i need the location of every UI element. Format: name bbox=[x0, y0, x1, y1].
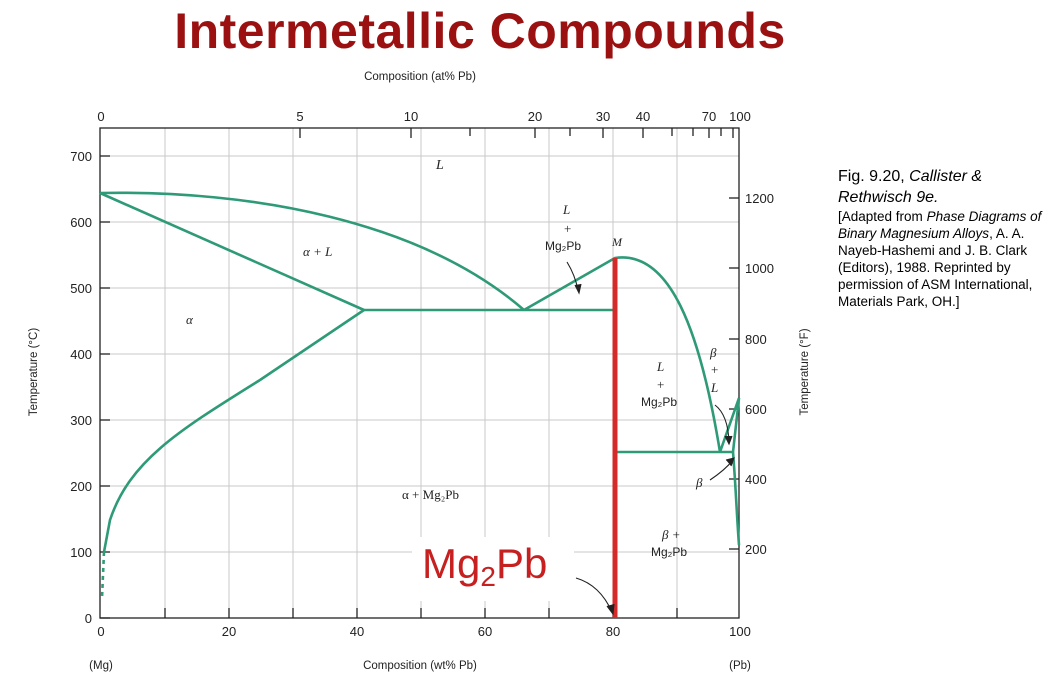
region-beta-mg2pb-compound: Mg₂Pb bbox=[651, 545, 687, 559]
left-tick-label: 100 bbox=[70, 545, 92, 560]
right-tick-label: 400 bbox=[745, 472, 767, 487]
top-tick-label: 5 bbox=[296, 109, 303, 124]
left-axis-title: Temperature (°C) bbox=[28, 328, 40, 416]
top-axis-title: Composition (at% Pb) bbox=[364, 71, 476, 83]
caption-fig: Fig. 9.20, bbox=[838, 168, 910, 185]
bottom-tick-label: 20 bbox=[222, 624, 236, 639]
slide-title: Intermetallic Compounds bbox=[174, 3, 786, 59]
annotation-arrows bbox=[566, 261, 735, 616]
right-ticks bbox=[729, 197, 739, 550]
right-tick-label: 200 bbox=[745, 542, 767, 557]
compound-label: Mg2Pb bbox=[422, 540, 548, 592]
bottom-tick-label: 0 bbox=[97, 624, 104, 639]
top-tick-label: 10 bbox=[404, 109, 418, 124]
region-l-mg2pb-right-compound: Mg₂Pb bbox=[641, 395, 677, 409]
region-alpha: α bbox=[186, 312, 194, 327]
caption-source-title: Phase Diagrams of Binary Magnesium Alloy… bbox=[838, 209, 1042, 241]
region-liquid: L bbox=[435, 158, 444, 173]
solvus-alpha bbox=[102, 308, 365, 553]
region-l-mg2pb-left-l: L bbox=[562, 202, 570, 217]
caption-book: Callister & Rethwisch 9e. bbox=[838, 168, 983, 206]
bottom-axis-left-end: (Mg) bbox=[89, 660, 113, 672]
region-l-mg2pb-right-l: L bbox=[656, 359, 664, 374]
top-tick-label: 70 bbox=[702, 109, 716, 124]
bottom-tick-label: 60 bbox=[478, 624, 492, 639]
right-axis-title: Temperature (°F) bbox=[799, 328, 811, 415]
solidus-alpha bbox=[99, 191, 365, 312]
plot-frame bbox=[99, 127, 740, 619]
left-tick-label: 0 bbox=[85, 611, 92, 626]
right-tick-label: 1200 bbox=[745, 191, 774, 206]
region-beta-l-plus: + bbox=[711, 362, 718, 377]
top-tick-label: 30 bbox=[596, 109, 610, 124]
top-tick-label: 100 bbox=[729, 109, 751, 124]
top-tick-label: 0 bbox=[97, 109, 104, 124]
left-tick-label: 500 bbox=[70, 281, 92, 296]
phase-boundaries bbox=[99, 191, 741, 599]
region-l-mg2pb-left-plus: + bbox=[564, 221, 571, 236]
region-l-mg2pb-left-compound: Mg₂Pb bbox=[545, 239, 581, 253]
liquidus-compound bbox=[523, 256, 722, 453]
left-tick-label: 400 bbox=[70, 347, 92, 362]
region-beta: β bbox=[695, 475, 703, 490]
figure-caption: Fig. 9.20, Callister & Rethwisch 9e. [Ad… bbox=[838, 166, 1043, 310]
bottom-ticks bbox=[164, 608, 678, 618]
caption-adapted: [Adapted from bbox=[838, 209, 927, 224]
bottom-tick-label: 80 bbox=[606, 624, 620, 639]
bottom-tick-label: 40 bbox=[350, 624, 364, 639]
region-beta-l-beta: β bbox=[709, 345, 717, 360]
bottom-tick-label: 100 bbox=[729, 624, 751, 639]
caption-credit: , A. A. Nayeb-Hashemi and J. B. Clark (E… bbox=[838, 226, 1033, 309]
liquidus-pb bbox=[718, 397, 741, 453]
compound-label-backdrop bbox=[412, 537, 574, 601]
solvus-pb bbox=[731, 451, 741, 546]
right-tick-label: 1000 bbox=[745, 261, 774, 276]
left-tick-label: 300 bbox=[70, 413, 92, 428]
bottom-axis-title: Composition (wt% Pb) bbox=[363, 660, 477, 672]
region-beta-l-l: L bbox=[710, 380, 718, 395]
solidus-pb bbox=[731, 397, 741, 453]
liquidus-left bbox=[99, 191, 525, 311]
top-tick-label: 40 bbox=[636, 109, 650, 124]
left-tick-label: 200 bbox=[70, 479, 92, 494]
right-tick-label: 800 bbox=[745, 332, 767, 347]
point-m-label: M bbox=[611, 235, 623, 249]
bottom-axis-right-end: (Pb) bbox=[729, 660, 751, 672]
left-tick-label: 600 bbox=[70, 215, 92, 230]
top-ticks bbox=[299, 128, 734, 138]
solvus-alpha-dashed bbox=[100, 551, 106, 599]
region-alpha-liquid: α + L bbox=[303, 244, 332, 259]
region-l-mg2pb-right-plus: + bbox=[657, 377, 664, 392]
right-tick-label: 600 bbox=[745, 402, 767, 417]
left-tick-label: 700 bbox=[70, 149, 92, 164]
region-alpha-mg2pb: α + Mg₂Pb bbox=[402, 487, 459, 502]
region-beta-mg2pb-beta: β + bbox=[661, 527, 681, 542]
top-tick-label: 20 bbox=[528, 109, 542, 124]
